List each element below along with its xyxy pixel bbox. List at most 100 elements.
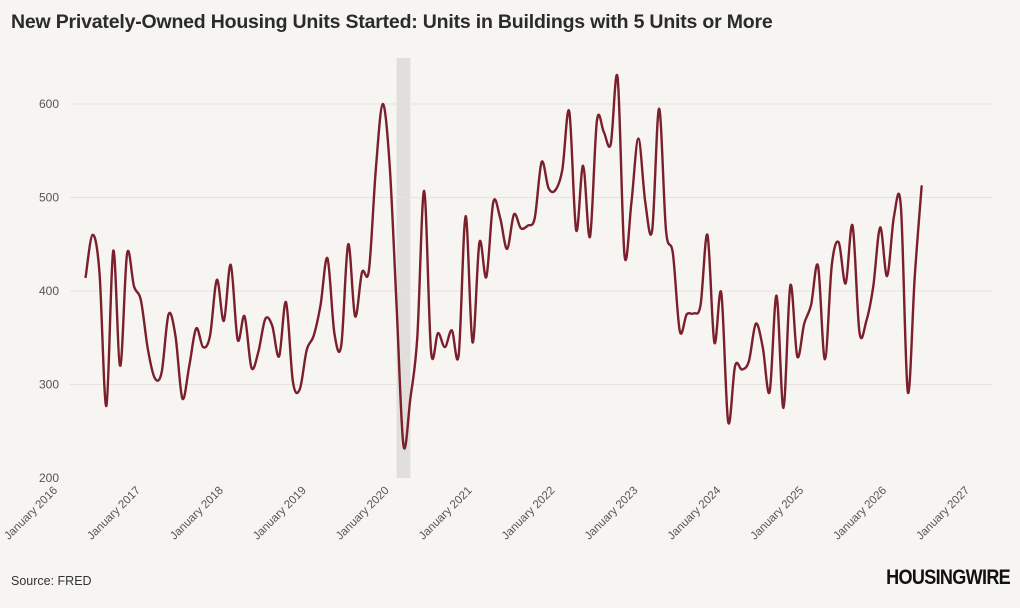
data-point bbox=[913, 275, 917, 279]
data-point bbox=[899, 205, 903, 209]
data-point bbox=[395, 303, 399, 307]
data-point bbox=[125, 252, 129, 256]
data-point bbox=[553, 188, 557, 192]
data-point bbox=[298, 387, 302, 391]
data-point bbox=[650, 228, 654, 232]
data-point bbox=[277, 354, 281, 358]
data-point bbox=[726, 420, 730, 424]
x-tick-label: January 2027 bbox=[914, 485, 972, 543]
data-point bbox=[574, 228, 578, 232]
data-point bbox=[443, 345, 447, 349]
data-point bbox=[892, 214, 896, 218]
data-point bbox=[84, 275, 88, 279]
y-tick-label: 200 bbox=[39, 471, 59, 485]
x-tick-label: January 2019 bbox=[251, 485, 309, 543]
data-point bbox=[595, 119, 599, 123]
data-point bbox=[802, 322, 806, 326]
data-point bbox=[733, 364, 737, 368]
data-point bbox=[270, 324, 274, 328]
data-point bbox=[339, 343, 343, 347]
data-point bbox=[533, 216, 537, 220]
y-tick-label: 400 bbox=[39, 284, 59, 298]
series-line bbox=[84, 73, 923, 450]
data-point bbox=[609, 142, 613, 146]
data-point bbox=[788, 283, 792, 287]
data-point bbox=[381, 102, 385, 106]
data-point bbox=[705, 233, 709, 237]
data-point bbox=[795, 354, 799, 358]
data-point bbox=[692, 311, 696, 315]
data-point bbox=[187, 364, 191, 368]
data-point bbox=[871, 284, 875, 288]
data-point bbox=[305, 348, 309, 352]
data-point bbox=[740, 368, 744, 372]
data-point bbox=[567, 109, 571, 113]
data-point bbox=[464, 214, 468, 218]
x-tick-label: January 2016 bbox=[2, 485, 60, 543]
data-point bbox=[208, 334, 212, 338]
data-point bbox=[319, 303, 323, 307]
data-point bbox=[685, 312, 689, 316]
data-point bbox=[540, 160, 544, 164]
data-point bbox=[325, 256, 329, 260]
data-point bbox=[429, 350, 433, 354]
data-point bbox=[823, 357, 827, 361]
x-tick-label: January 2025 bbox=[749, 485, 807, 543]
data-point bbox=[167, 312, 171, 316]
data-point bbox=[526, 224, 530, 228]
data-point bbox=[388, 163, 392, 167]
data-point bbox=[104, 404, 108, 408]
data-point bbox=[581, 164, 585, 168]
data-point bbox=[139, 298, 143, 302]
data-point bbox=[471, 340, 475, 344]
data-point bbox=[664, 228, 668, 232]
data-point bbox=[153, 376, 157, 380]
data-point bbox=[830, 263, 834, 267]
data-point bbox=[243, 314, 247, 318]
data-point bbox=[699, 303, 703, 307]
data-point bbox=[353, 314, 357, 318]
data-point bbox=[422, 189, 426, 193]
data-point bbox=[132, 284, 136, 288]
data-point bbox=[97, 270, 101, 274]
data-point bbox=[857, 330, 861, 334]
data-point bbox=[256, 350, 260, 354]
data-point bbox=[201, 345, 205, 349]
data-point bbox=[616, 76, 620, 80]
x-tick-label: January 2022 bbox=[500, 485, 558, 543]
data-point bbox=[484, 275, 488, 279]
data-point bbox=[775, 294, 779, 298]
data-point bbox=[415, 336, 419, 340]
data-point bbox=[450, 328, 454, 332]
data-point bbox=[505, 247, 509, 251]
data-point bbox=[408, 397, 412, 401]
data-point bbox=[173, 334, 177, 338]
data-point bbox=[332, 331, 336, 335]
data-point bbox=[623, 253, 627, 257]
data-point bbox=[602, 130, 606, 134]
data-point bbox=[146, 347, 150, 351]
data-point bbox=[263, 317, 267, 321]
data-point bbox=[844, 282, 848, 286]
data-point bbox=[671, 252, 675, 256]
data-point bbox=[284, 300, 288, 304]
data-point bbox=[754, 322, 758, 326]
data-point bbox=[249, 366, 253, 370]
data-point bbox=[809, 303, 813, 307]
data-point bbox=[236, 338, 240, 342]
data-point bbox=[643, 200, 647, 204]
data-point bbox=[864, 319, 868, 323]
data-point bbox=[781, 406, 785, 410]
housingwire-logo: HOUSINGWIRE bbox=[886, 566, 1011, 589]
x-tick-label: January 2021 bbox=[417, 485, 475, 543]
data-point bbox=[851, 224, 855, 228]
source-note: Source: FRED bbox=[11, 574, 92, 588]
data-point bbox=[512, 212, 516, 216]
data-point bbox=[547, 186, 551, 190]
data-point bbox=[111, 249, 115, 253]
data-point bbox=[920, 184, 924, 188]
data-point bbox=[180, 397, 184, 401]
data-point bbox=[761, 345, 765, 349]
data-point bbox=[457, 353, 461, 357]
data-point bbox=[360, 270, 364, 274]
